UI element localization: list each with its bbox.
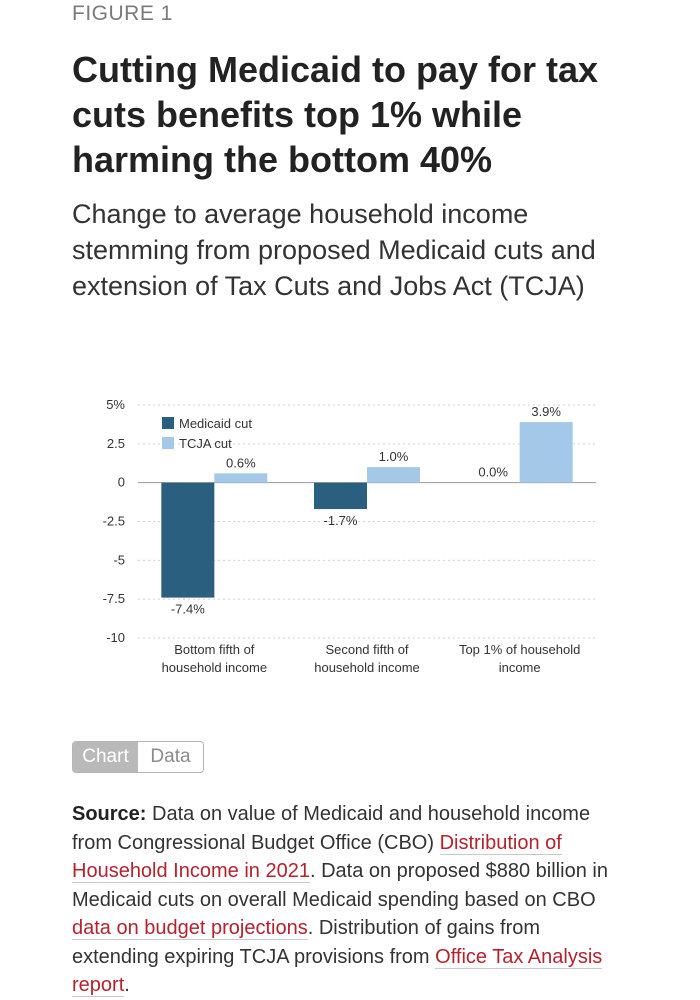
medicaid-cut-bar	[314, 482, 367, 510]
legend-swatch-medicaid	[162, 417, 174, 429]
y-tick-label: -7.5	[103, 591, 125, 606]
x-tick-label: Top 1% of household	[459, 642, 580, 657]
chart-title: Cutting Medicaid to pay for tax cuts ben…	[72, 49, 599, 180]
tax-analysis-report-link[interactable]: Office Tax Analysis report	[72, 945, 603, 997]
data-label: 3.9%	[531, 404, 561, 419]
legend-label: Medicaid cut	[179, 416, 252, 431]
tcja-cut-bar	[367, 467, 420, 483]
x-tick-label: income	[499, 660, 541, 675]
source-text-4: .	[124, 974, 130, 996]
chart-view-button[interactable]: Chart	[73, 742, 138, 772]
x-tick-label: household income	[314, 660, 420, 675]
chart-subtitle: Change to average household income stemm…	[72, 199, 596, 301]
figure-label: FIGURE 1	[72, 2, 173, 25]
data-label: 1.0%	[379, 449, 409, 464]
data-label: -1.7%	[324, 513, 358, 528]
y-tick-label: 2.5	[107, 436, 125, 451]
data-label: 0.0%	[478, 465, 508, 480]
y-tick-label: 5%	[106, 397, 125, 412]
source-label: Source:	[72, 803, 147, 825]
view-toggle: Chart Data	[72, 741, 204, 773]
tcja-cut-bar	[519, 422, 573, 483]
budget-projections-link[interactable]: data on budget projections	[72, 917, 308, 940]
y-tick-label: -10	[106, 630, 125, 645]
source-text-3: . Distribu­tion of gains from extending …	[72, 917, 541, 968]
distribution-report-link[interactable]: Distribu­tion of Household Income in 202…	[72, 831, 562, 883]
medicaid-cut-bar	[161, 482, 215, 598]
x-tick-label: Bottom fifth of	[174, 642, 255, 657]
data-label: -7.4%	[171, 602, 205, 617]
y-tick-label: 0	[118, 475, 125, 490]
data-view-button[interactable]: Data	[138, 742, 203, 772]
legend-label: TCJA cut	[179, 436, 232, 451]
data-label: 0.6%	[226, 455, 256, 470]
tcja-cut-bar	[214, 473, 268, 483]
legend-swatch-tcja	[162, 437, 174, 449]
y-tick-label: -2.5	[103, 514, 125, 529]
x-tick-label: Second fifth of	[325, 642, 408, 657]
bar-chart: 5% 2.5 0 -2.5 -5 -7.5 -10 -7.4% 0.6% Bottom fifth…	[103, 397, 596, 675]
source-text-1: Data on value of Medicaid and household …	[72, 803, 591, 854]
source-note: Source: Data on value of Medicaid and ho…	[72, 800, 632, 1000]
x-tick-label: household income	[162, 660, 268, 675]
y-tick-label: -5	[113, 552, 125, 567]
source-text-2: . Data on proposed $880 billion in Medic…	[72, 860, 608, 911]
